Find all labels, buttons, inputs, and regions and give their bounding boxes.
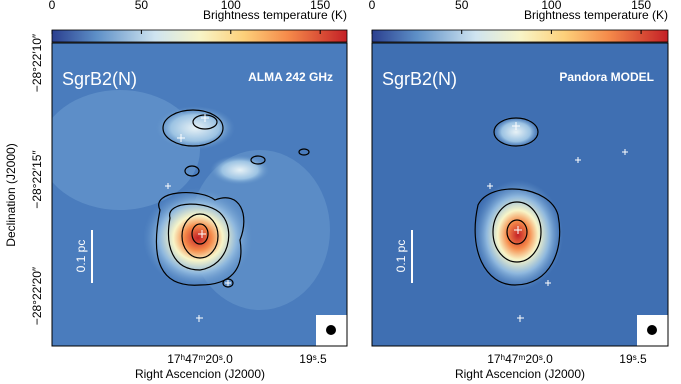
colorbar-tick-label: 100 (221, 0, 241, 12)
colorbar-tick-label: 0 (369, 0, 376, 12)
colorbar-tick-label: 50 (135, 0, 149, 12)
annotation: ALMA 242 GHz (248, 70, 333, 84)
y-tick-label: −28°22′10″ (30, 33, 44, 92)
x-tick-label: 19ˢ.5 (619, 352, 647, 366)
scale-bar-label: 0.1 pc (394, 240, 408, 273)
colorbar-tick-label: 100 (541, 0, 561, 12)
colorbar-label: Brightness temperature (K) (524, 8, 668, 22)
panel-title: SgrB2(N) (62, 69, 137, 89)
x-axis-label: Right Ascencion (J2000) (455, 367, 585, 381)
colorbar-tick-label: 150 (631, 0, 651, 12)
y-tick-label: −28°22′15″ (30, 150, 44, 209)
y-tick-label: −28°22′20″ (30, 266, 44, 325)
frame (51, 42, 348, 347)
annotation: Pandora MODEL (559, 70, 654, 84)
scale-bar-label: 0.1 pc (74, 240, 88, 273)
colorbar (51, 29, 348, 43)
colorbar (371, 29, 669, 43)
colorbar-label: Brightness temperature (K) (203, 8, 347, 22)
x-axis-label: Right Ascencion (J2000) (135, 367, 265, 381)
x-tick-label: 17ʰ47ᵐ20ˢ.0 (487, 352, 553, 366)
colorbar-tick-label: 50 (455, 0, 469, 12)
colorbar-tick-label: 150 (310, 0, 330, 12)
y-axis-label: Declination (J2000) (4, 143, 18, 246)
image-panel (52, 43, 347, 346)
panel-title: SgrB2(N) (382, 69, 457, 89)
frame (371, 42, 669, 347)
colorbar-tick-label: 0 (49, 0, 56, 12)
x-tick-label: 19ˢ.5 (299, 352, 327, 366)
x-tick-label: 17ʰ47ᵐ20ˢ.0 (167, 352, 233, 366)
image-panel (372, 43, 668, 346)
